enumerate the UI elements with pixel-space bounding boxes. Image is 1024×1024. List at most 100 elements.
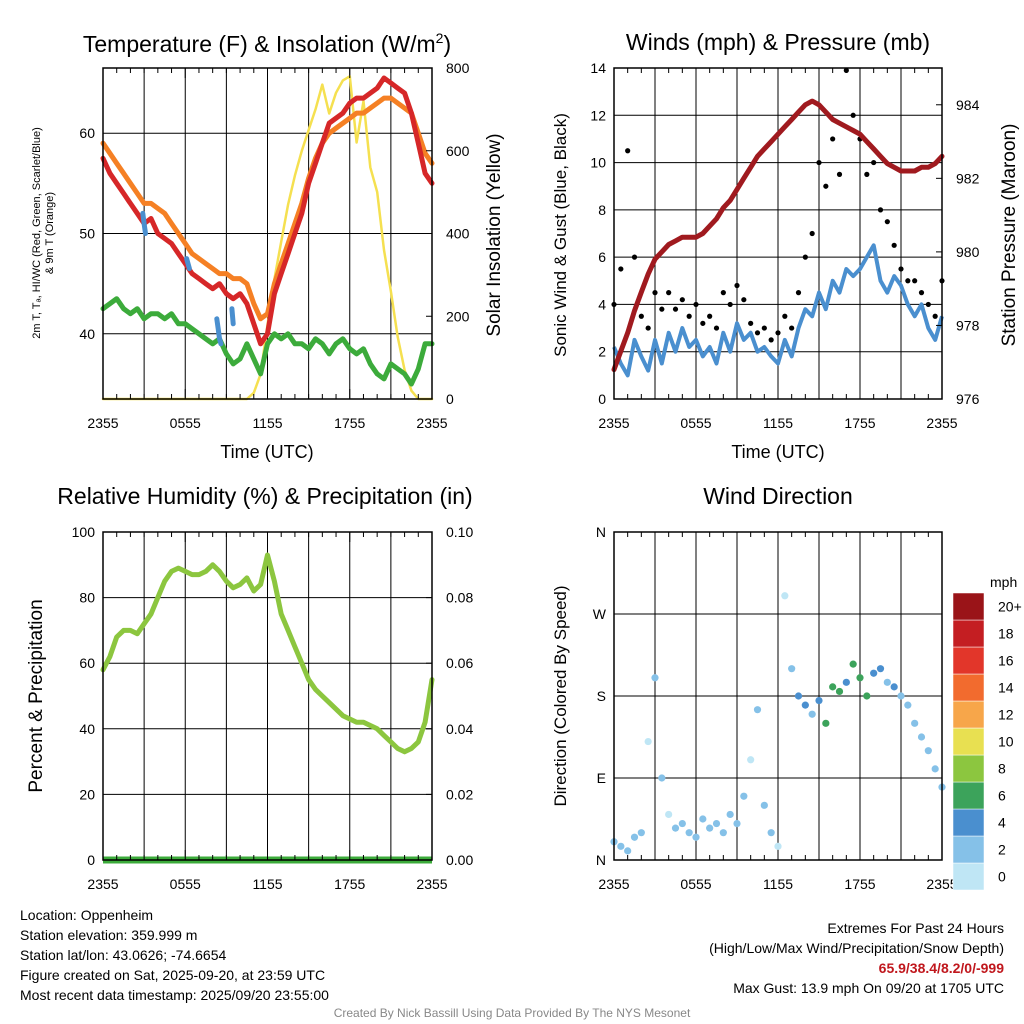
gust-point <box>666 290 672 296</box>
extremes-description: (High/Low/Max Wind/Precipitation/Snow De… <box>709 940 1004 956</box>
temperature-panel-title: Temperature (F) & Insolation (W/m2) <box>83 30 451 57</box>
wind-direction-point <box>651 674 659 682</box>
colorbar-label: 4 <box>998 815 1006 831</box>
wind-direction-point <box>658 774 666 782</box>
gust-point <box>720 290 726 296</box>
gust-point <box>782 313 788 319</box>
gust-point <box>727 301 733 308</box>
colorbar-swatch <box>952 835 985 864</box>
temperature-y2-tick-label: 800 <box>446 60 470 76</box>
humidity-y-tick-label: 40 <box>79 721 95 737</box>
insolation-y-axis-label: Solar Insolation (Yellow) <box>484 133 505 336</box>
gust-point <box>707 313 713 319</box>
temperature-y2-tick-label: 0 <box>446 391 454 407</box>
pressure-y-axis-label: Station Pressure (Maroon) <box>999 124 1020 347</box>
temperature-y2-tick-label: 200 <box>446 308 470 324</box>
gust-point <box>625 148 631 154</box>
winds-x-axis-label: Time (UTC) <box>731 442 824 462</box>
wind-direction-point <box>726 810 734 819</box>
gust-point <box>734 282 740 289</box>
winds-x-tick-label: 1755 <box>844 415 875 431</box>
gust-point <box>672 306 679 312</box>
colorbar-swatch <box>952 727 985 756</box>
temperature-x-tick-label: 2355 <box>416 415 447 431</box>
wind-direction-point <box>842 678 850 686</box>
wind-direction-x-tick-label: 1755 <box>844 876 875 892</box>
series-hiwc-segment <box>214 316 224 347</box>
colorbar-label: 10 <box>998 734 1014 750</box>
extremes-values: 65.9/38.4/8.2/0/-999 <box>878 960 1004 976</box>
colorbar-title: mph <box>990 574 1017 590</box>
winds-x-tick-label: 1155 <box>763 415 793 431</box>
wind-direction-point <box>822 719 830 727</box>
wind-direction-x-tick-label: 0555 <box>680 876 711 892</box>
gust-point <box>816 159 822 166</box>
extremes-info: Extremes For Past 24 Hours (High/Low/Max… <box>709 918 1004 998</box>
gust-point <box>754 330 761 336</box>
wind-direction-plot-frame <box>613 531 943 861</box>
wind-direction-point <box>815 696 823 705</box>
gust-point <box>686 313 692 319</box>
humidity-ticks: 0 20 40 60 80 100 0.00 0.02 0.04 0.06 0.08 0.10 2355… <box>72 524 474 892</box>
gust-point <box>713 325 720 331</box>
colorbar-label: 18 <box>998 626 1014 642</box>
wind-direction-point <box>692 833 700 841</box>
wind-direction-point <box>740 792 748 800</box>
gust-point <box>679 297 685 303</box>
temperature-y2-tick-label: 400 <box>446 226 470 242</box>
gust-point <box>932 313 938 319</box>
humidity-y2-tick-label: 0.10 <box>446 524 473 540</box>
temperature-x-tick-label: 1155 <box>252 415 282 431</box>
humidity-y-tick-label: 60 <box>79 655 95 671</box>
humidity-plot-frame <box>102 531 433 861</box>
wind-direction-point <box>624 847 632 855</box>
temperature-x-tick-label: 0555 <box>170 415 201 431</box>
colorbar-label: 0 <box>998 869 1006 885</box>
gust-point <box>884 219 890 225</box>
gust-point <box>830 136 836 142</box>
wind-direction-point <box>829 683 837 691</box>
gust-point <box>918 290 925 296</box>
wind-direction-y-tick-label: N <box>596 524 606 540</box>
wind-direction-grid <box>614 532 942 860</box>
winds-x-tick-label: 0555 <box>680 415 711 431</box>
series-2m-temp <box>100 75 435 347</box>
temperature-plot-frame <box>102 67 433 400</box>
wind-direction-point <box>863 692 871 700</box>
winds-panel: Winds (mph) & Pressure (mb) 0 2 4 6 8 10 12 14 9… <box>551 29 1020 462</box>
gust-point <box>850 112 856 118</box>
wind-direction-point <box>719 829 727 837</box>
colorbar-label: 20+ <box>998 599 1022 615</box>
wind-direction-point <box>685 829 693 837</box>
colorbar-swatch <box>952 700 985 729</box>
humidity-grid <box>103 531 432 861</box>
humidity-panel: Relative Humidity (%) & Precipitation (i… <box>26 483 473 892</box>
temperature-panel: Temperature (F) & Insolation (W/m2) 40 50… <box>31 30 505 462</box>
humidity-y2-tick-label: 0.08 <box>446 590 473 606</box>
station-elevation: Station elevation: 359.999 m <box>20 927 198 943</box>
wind-direction-panel-title: Wind Direction <box>703 483 853 509</box>
humidity-x-tick-label: 1755 <box>334 876 365 892</box>
winds-y-tick-label: 14 <box>590 60 606 76</box>
winds-y2-tick-label: 984 <box>956 97 980 113</box>
gust-point <box>638 313 644 319</box>
wind-direction-y-tick-label: N <box>596 852 606 868</box>
wind-direction-point <box>904 701 912 709</box>
wind-direction-point <box>781 592 789 600</box>
wind-direction-point <box>712 819 721 828</box>
gust-point <box>795 290 802 296</box>
temperature-y-tick-label: 60 <box>79 125 95 141</box>
wind-direction-point <box>644 737 652 746</box>
gust-point <box>741 297 747 303</box>
wind-direction-point <box>856 674 864 682</box>
series-sonic-wind <box>612 243 944 378</box>
humidity-y2-tick-label: 0.04 <box>446 721 473 737</box>
wind-direction-x-tick-label: 2355 <box>926 876 957 892</box>
wind-direction-ticks: N E S W N 2355 0555 1155 1755 2355 <box>593 524 958 892</box>
winds-y-tick-label: 8 <box>598 202 606 218</box>
gust-point <box>761 325 767 331</box>
station-info: Location: Oppenheim Station elevation: 3… <box>20 905 329 1005</box>
humidity-x-tick-label: 0555 <box>170 876 201 892</box>
wind-direction-point <box>794 692 803 700</box>
